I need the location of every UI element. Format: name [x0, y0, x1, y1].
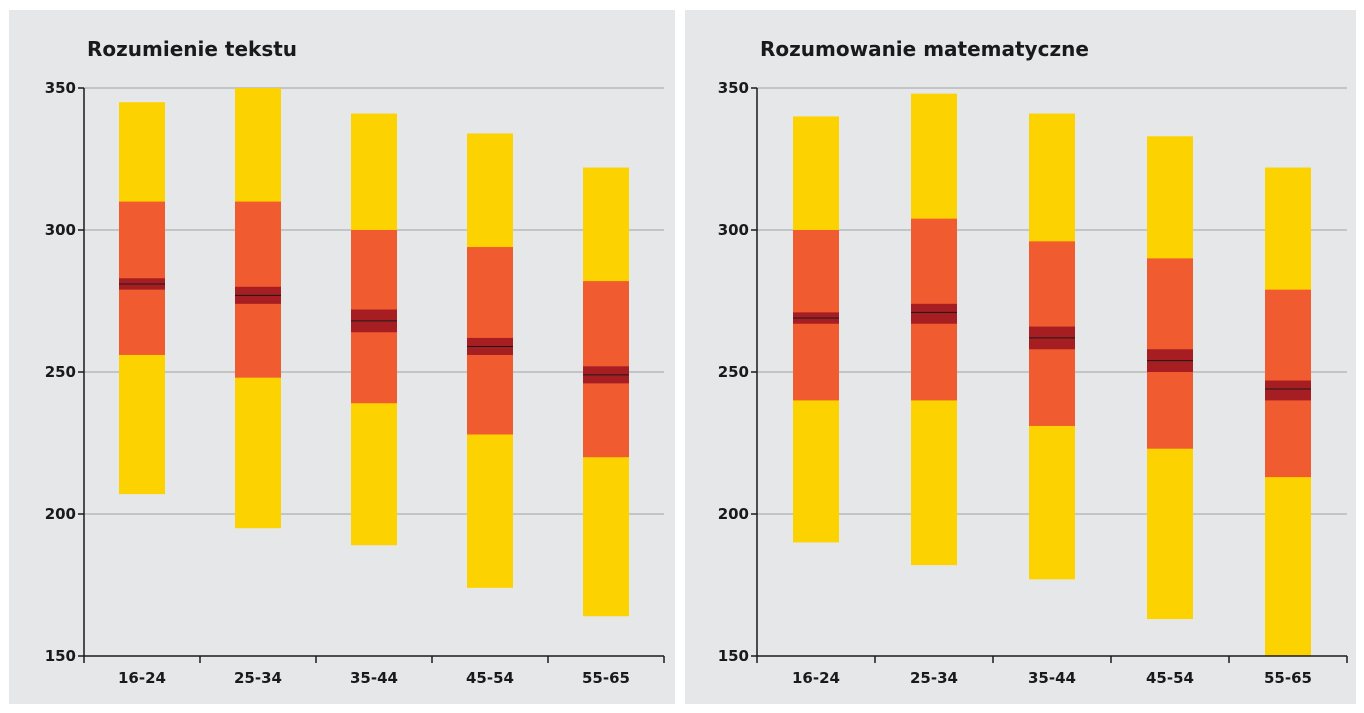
chart-panel-reading: Rozumienie tekstu 150 200 250 300 350 16-24 25…: [9, 10, 675, 704]
y-tick-label: 200: [718, 505, 749, 523]
x-tick-label: 35-44: [350, 669, 398, 687]
y-tick-label: 350: [718, 79, 749, 97]
chart-svg-reading: 150 200 250 300 350 16-24 25-34 35-44 45-54 55-65: [45, 79, 665, 687]
x-tick-label: 55-65: [582, 669, 630, 687]
chart-title: Rozumienie tekstu: [87, 37, 298, 61]
y-tick-label: 200: [45, 505, 76, 523]
chart-title: Rozumowanie matematyczne: [760, 37, 1089, 61]
x-tick-label: 35-44: [1028, 669, 1076, 687]
chart-svg-math: 150 200 250 300 350 16-24 25-34 35-44 45-54 55-65: [718, 79, 1348, 687]
x-tick-label: 16-24: [792, 669, 840, 687]
x-tick-label: 45-54: [1146, 669, 1194, 687]
y-tick-label: 150: [718, 647, 749, 665]
y-tick-label: 300: [718, 221, 749, 239]
x-tick-label: 55-65: [1264, 669, 1312, 687]
y-tick-label: 350: [45, 79, 76, 97]
chart-panel-math: Rozumowanie matematyczne 150 200 250 300 350…: [685, 10, 1356, 704]
y-tick-label: 250: [45, 363, 76, 381]
x-tick-label: 25-34: [910, 669, 958, 687]
x-tick-label: 45-54: [466, 669, 514, 687]
y-tick-label: 150: [45, 647, 76, 665]
mean-confidence-bar: [1265, 380, 1311, 401]
x-tick-label: 16-24: [118, 669, 166, 687]
y-tick-label: 300: [45, 221, 76, 239]
y-tick-label: 250: [718, 363, 749, 381]
x-tick-label: 25-34: [234, 669, 282, 687]
mean-confidence-bar: [911, 303, 957, 324]
